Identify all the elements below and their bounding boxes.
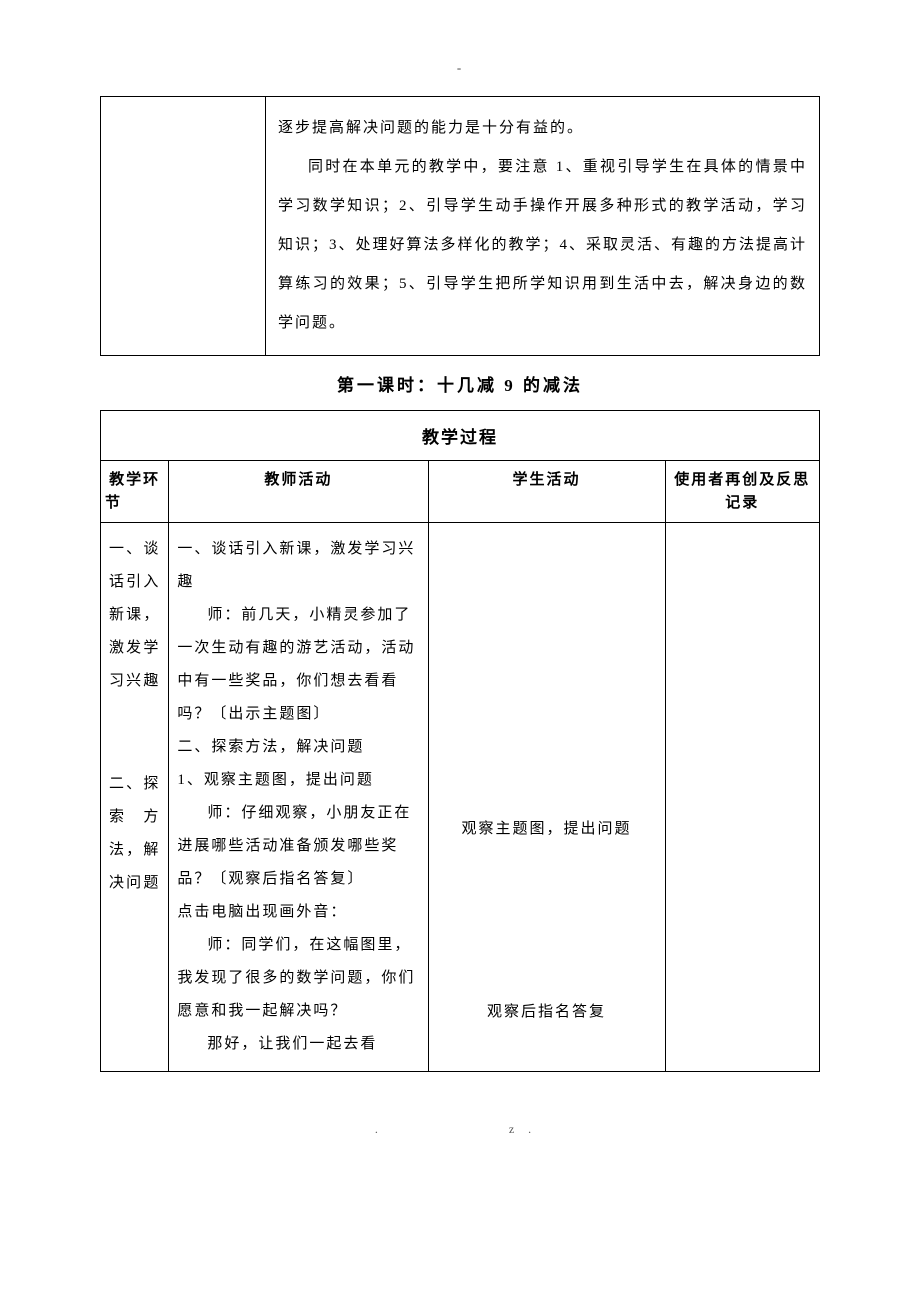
context-text-cell: 逐步提高解决问题的能力是十分有益的。 同时在本单元的教学中，要注意 1、重视引导…: [266, 97, 820, 356]
student-cell: 观察主题图，提出问题 观察后指名答复: [428, 523, 665, 1072]
notes-cell: [665, 523, 819, 1072]
context-left-cell: [101, 97, 266, 356]
teacher-p1: 一、谈话引入新课，激发学习兴趣: [177, 533, 419, 599]
lesson-title: 第一课时：十几减 9 的减法: [100, 371, 820, 396]
header-student: 学生活动: [428, 461, 665, 523]
header-teacher: 教师活动: [169, 461, 428, 523]
context-paragraph-2: 同时在本单元的教学中，要注意 1、重视引导学生在具体的情景中学习数学知识；2、引…: [278, 148, 807, 343]
header-notes: 使用者再创及反思记录: [665, 461, 819, 523]
teacher-p5: 师：仔细观察，小朋友正在进展哪些活动准备颁发哪些奖品？〔观察后指名答复〕: [177, 797, 419, 896]
lesson-table: 教学过程 教学环节 教师活动 学生活动 使用者再创及反思记录 一、谈话引入新课，…: [100, 410, 820, 1072]
teacher-p3: 二、探索方法，解决问题: [177, 731, 419, 764]
column-header-row: 教学环节 教师活动 学生活动 使用者再创及反思记录: [101, 461, 820, 523]
teacher-p4: 1、观察主题图，提出问题: [177, 764, 419, 797]
footer-left: .: [375, 1122, 392, 1136]
context-paragraph-1: 逐步提高解决问题的能力是十分有益的。: [278, 109, 807, 148]
student-p2: 观察后指名答复: [437, 996, 657, 1029]
footer-right: z.: [509, 1122, 545, 1136]
stage-cell: 一、谈话引入新课，激发学习兴趣 二、探索方法，解决问题: [101, 523, 169, 1072]
student-spacer-2: [437, 846, 657, 996]
context-row: 逐步提高解决问题的能力是十分有益的。 同时在本单元的教学中，要注意 1、重视引导…: [101, 97, 820, 356]
content-row: 一、谈话引入新课，激发学习兴趣 二、探索方法，解决问题 一、谈话引入新课，激发学…: [101, 523, 820, 1072]
page-top-dash: -: [100, 60, 820, 76]
process-header-row: 教学过程: [101, 411, 820, 461]
stage-text-1: 一、谈话引入新课，激发学习兴趣: [109, 533, 160, 698]
teacher-p2: 师：前几天，小精灵参加了一次生动有趣的游艺活动，活动中有一些奖品，你们想去看看吗…: [177, 599, 419, 731]
teacher-p8: 那好，让我们一起去看: [177, 1028, 419, 1061]
stage-text-2: 二、探索方法，解决问题: [109, 768, 160, 900]
teacher-p6: 点击电脑出现画外音：: [177, 896, 419, 929]
teacher-p7: 师：同学们，在这幅图里，我发现了很多的数学问题，你们愿意和我一起解决吗？: [177, 929, 419, 1028]
page-footer: . z.: [100, 1122, 820, 1137]
context-table: 逐步提高解决问题的能力是十分有益的。 同时在本单元的教学中，要注意 1、重视引导…: [100, 96, 820, 356]
student-p1: 观察主题图，提出问题: [437, 813, 657, 846]
student-spacer-1: [437, 533, 657, 813]
header-stage: 教学环节: [101, 461, 169, 523]
teacher-cell: 一、谈话引入新课，激发学习兴趣 师：前几天，小精灵参加了一次生动有趣的游艺活动，…: [169, 523, 428, 1072]
stage-gap: [109, 698, 160, 768]
process-header: 教学过程: [101, 411, 820, 461]
